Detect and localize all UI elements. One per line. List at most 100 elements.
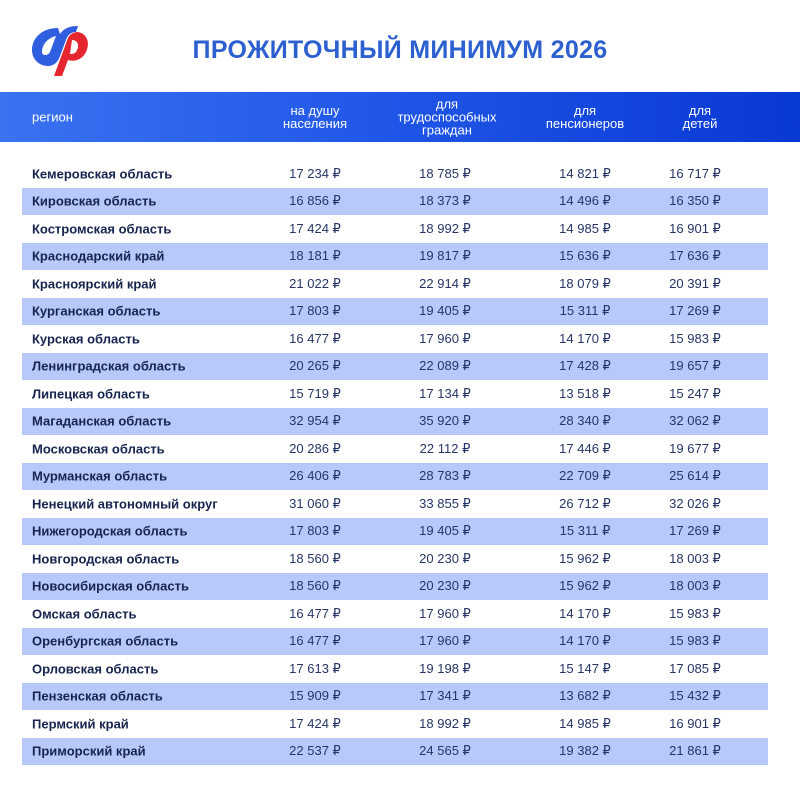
working-age-value: 17 960 ₽ — [419, 330, 471, 346]
table-body: Кемеровская область 17 234 ₽ 18 785 ₽ 14 82… — [22, 160, 768, 765]
region-name: Приморский край — [32, 743, 146, 759]
working-age-value: 19 405 ₽ — [419, 303, 471, 319]
working-age-value: 17 134 ₽ — [419, 385, 471, 401]
per-capita-value: 20 265 ₽ — [289, 358, 341, 374]
header-working-age: для трудоспособных граждан — [397, 96, 497, 138]
per-capita-value: 18 181 ₽ — [289, 248, 341, 264]
children-value: 32 026 ₽ — [669, 495, 721, 511]
table-row: Костромская область 17 424 ₽ 18 992 ₽ 14 98… — [22, 215, 768, 243]
working-age-value: 18 992 ₽ — [419, 220, 471, 236]
table-row: Краснодарский край 18 181 ₽ 19 817 ₽ 15 636… — [22, 242, 768, 270]
pensioners-value: 14 170 ₽ — [559, 633, 611, 649]
region-name: Липецкая область — [32, 386, 150, 402]
children-value: 17 636 ₽ — [669, 248, 721, 264]
pensioners-value: 15 311 ₽ — [559, 303, 611, 319]
table-row: Липецкая область 15 719 ₽ 17 134 ₽ 13 518 ₽… — [22, 380, 768, 408]
working-age-value: 17 341 ₽ — [419, 688, 471, 704]
region-name: Омская область — [32, 606, 137, 622]
region-name: Магаданская область — [32, 413, 172, 429]
region-name: Курская область — [32, 331, 140, 347]
table-row: Нижегородская область 17 803 ₽ 19 405 ₽ 15 … — [22, 517, 768, 545]
working-age-value: 24 565 ₽ — [419, 743, 471, 759]
working-age-value: 17 960 ₽ — [419, 605, 471, 621]
working-age-value: 20 230 ₽ — [419, 578, 471, 594]
per-capita-value: 18 560 ₽ — [289, 578, 341, 594]
table-row: Курганская область 17 803 ₽ 19 405 ₽ 15 311… — [22, 297, 768, 325]
region-name: Ленинградская область — [32, 358, 186, 374]
region-name: Кировская область — [32, 193, 157, 209]
working-age-value: 35 920 ₽ — [419, 413, 471, 429]
per-capita-value: 16 477 ₽ — [289, 633, 341, 649]
table-row: Омская область 16 477 ₽ 17 960 ₽ 14 170 ₽ 15… — [22, 600, 768, 628]
table-row: Мурманская область 26 406 ₽ 28 783 ₽ 22 709… — [22, 462, 768, 490]
children-value: 16 717 ₽ — [669, 165, 721, 181]
per-capita-value: 17 803 ₽ — [289, 303, 341, 319]
region-name: Курганская область — [32, 303, 161, 319]
per-capita-value: 15 719 ₽ — [289, 385, 341, 401]
working-age-value: 18 785 ₽ — [419, 165, 471, 181]
pensioners-value: 15 311 ₽ — [559, 523, 611, 539]
children-value: 17 269 ₽ — [669, 523, 721, 539]
pensioners-value: 26 712 ₽ — [559, 495, 611, 511]
region-name: Новгородская область — [32, 551, 180, 567]
pensioners-value: 22 709 ₽ — [559, 468, 611, 484]
pensioners-value: 15 962 ₽ — [559, 578, 611, 594]
children-value: 18 003 ₽ — [669, 550, 721, 566]
children-value: 21 861 ₽ — [669, 743, 721, 759]
region-name: Оренбургская область — [32, 633, 179, 649]
working-age-value: 19 405 ₽ — [419, 523, 471, 539]
children-value: 15 247 ₽ — [669, 385, 721, 401]
region-name: Новосибирская область — [32, 578, 189, 594]
table-row: Новгородская область 18 560 ₽ 20 230 ₽ 15 9… — [22, 545, 768, 573]
table-row: Новосибирская область 18 560 ₽ 20 230 ₽ 15 … — [22, 572, 768, 600]
per-capita-value: 26 406 ₽ — [289, 468, 341, 484]
pensioners-value: 14 985 ₽ — [559, 715, 611, 731]
per-capita-value: 16 856 ₽ — [289, 193, 341, 209]
working-age-value: 18 373 ₽ — [419, 193, 471, 209]
table-row: Орловская область 17 613 ₽ 19 198 ₽ 15 147 … — [22, 655, 768, 683]
region-name: Ненецкий автономный округ — [32, 496, 218, 512]
children-value: 15 432 ₽ — [669, 688, 721, 704]
working-age-value: 22 914 ₽ — [419, 275, 471, 291]
working-age-value: 19 817 ₽ — [419, 248, 471, 264]
per-capita-value: 17 613 ₽ — [289, 660, 341, 676]
pensioners-value: 13 518 ₽ — [559, 385, 611, 401]
per-capita-value: 22 537 ₽ — [289, 743, 341, 759]
working-age-value: 19 198 ₽ — [419, 660, 471, 676]
children-value: 15 983 ₽ — [669, 633, 721, 649]
sfr-logo-icon — [32, 26, 88, 76]
pensioners-value: 28 340 ₽ — [559, 413, 611, 429]
pensioners-value: 14 985 ₽ — [559, 220, 611, 236]
children-value: 17 085 ₽ — [669, 660, 721, 676]
pensioners-value: 14 170 ₽ — [559, 330, 611, 346]
children-value: 15 983 ₽ — [669, 330, 721, 346]
per-capita-value: 17 803 ₽ — [289, 523, 341, 539]
per-capita-value: 17 424 ₽ — [289, 220, 341, 236]
per-capita-value: 32 954 ₽ — [289, 413, 341, 429]
region-name: Пензенская область — [32, 688, 163, 704]
per-capita-value: 31 060 ₽ — [289, 495, 341, 511]
header-children: для детей — [682, 103, 718, 131]
table-row: Курская область 16 477 ₽ 17 960 ₽ 14 170 ₽ 1… — [22, 325, 768, 353]
pensioners-value: 15 147 ₽ — [559, 660, 611, 676]
region-name: Нижегородская область — [32, 523, 188, 539]
pensioners-value: 15 962 ₽ — [559, 550, 611, 566]
table-row: Красноярский край 21 022 ₽ 22 914 ₽ 18 079 … — [22, 270, 768, 298]
region-name: Краснодарский край — [32, 248, 165, 264]
region-name: Орловская область — [32, 661, 159, 677]
per-capita-value: 17 424 ₽ — [289, 715, 341, 731]
children-value: 17 269 ₽ — [669, 303, 721, 319]
page-title: ПРОЖИТОЧНЫЙ МИНИМУМ 2026 — [192, 36, 608, 64]
working-age-value: 22 112 ₽ — [419, 440, 471, 456]
working-age-value: 22 089 ₽ — [419, 358, 471, 374]
header-per-capita: на душу населения — [282, 103, 348, 131]
region-name: Пермский край — [32, 716, 129, 732]
children-value: 16 901 ₽ — [669, 220, 721, 236]
region-name: Костромская область — [32, 221, 172, 237]
children-value: 20 391 ₽ — [669, 275, 721, 291]
pensioners-value: 13 682 ₽ — [559, 688, 611, 704]
region-name: Кемеровская область — [32, 166, 173, 182]
pensioners-value: 17 428 ₽ — [559, 358, 611, 374]
per-capita-value: 16 477 ₽ — [289, 605, 341, 621]
per-capita-value: 16 477 ₽ — [289, 330, 341, 346]
